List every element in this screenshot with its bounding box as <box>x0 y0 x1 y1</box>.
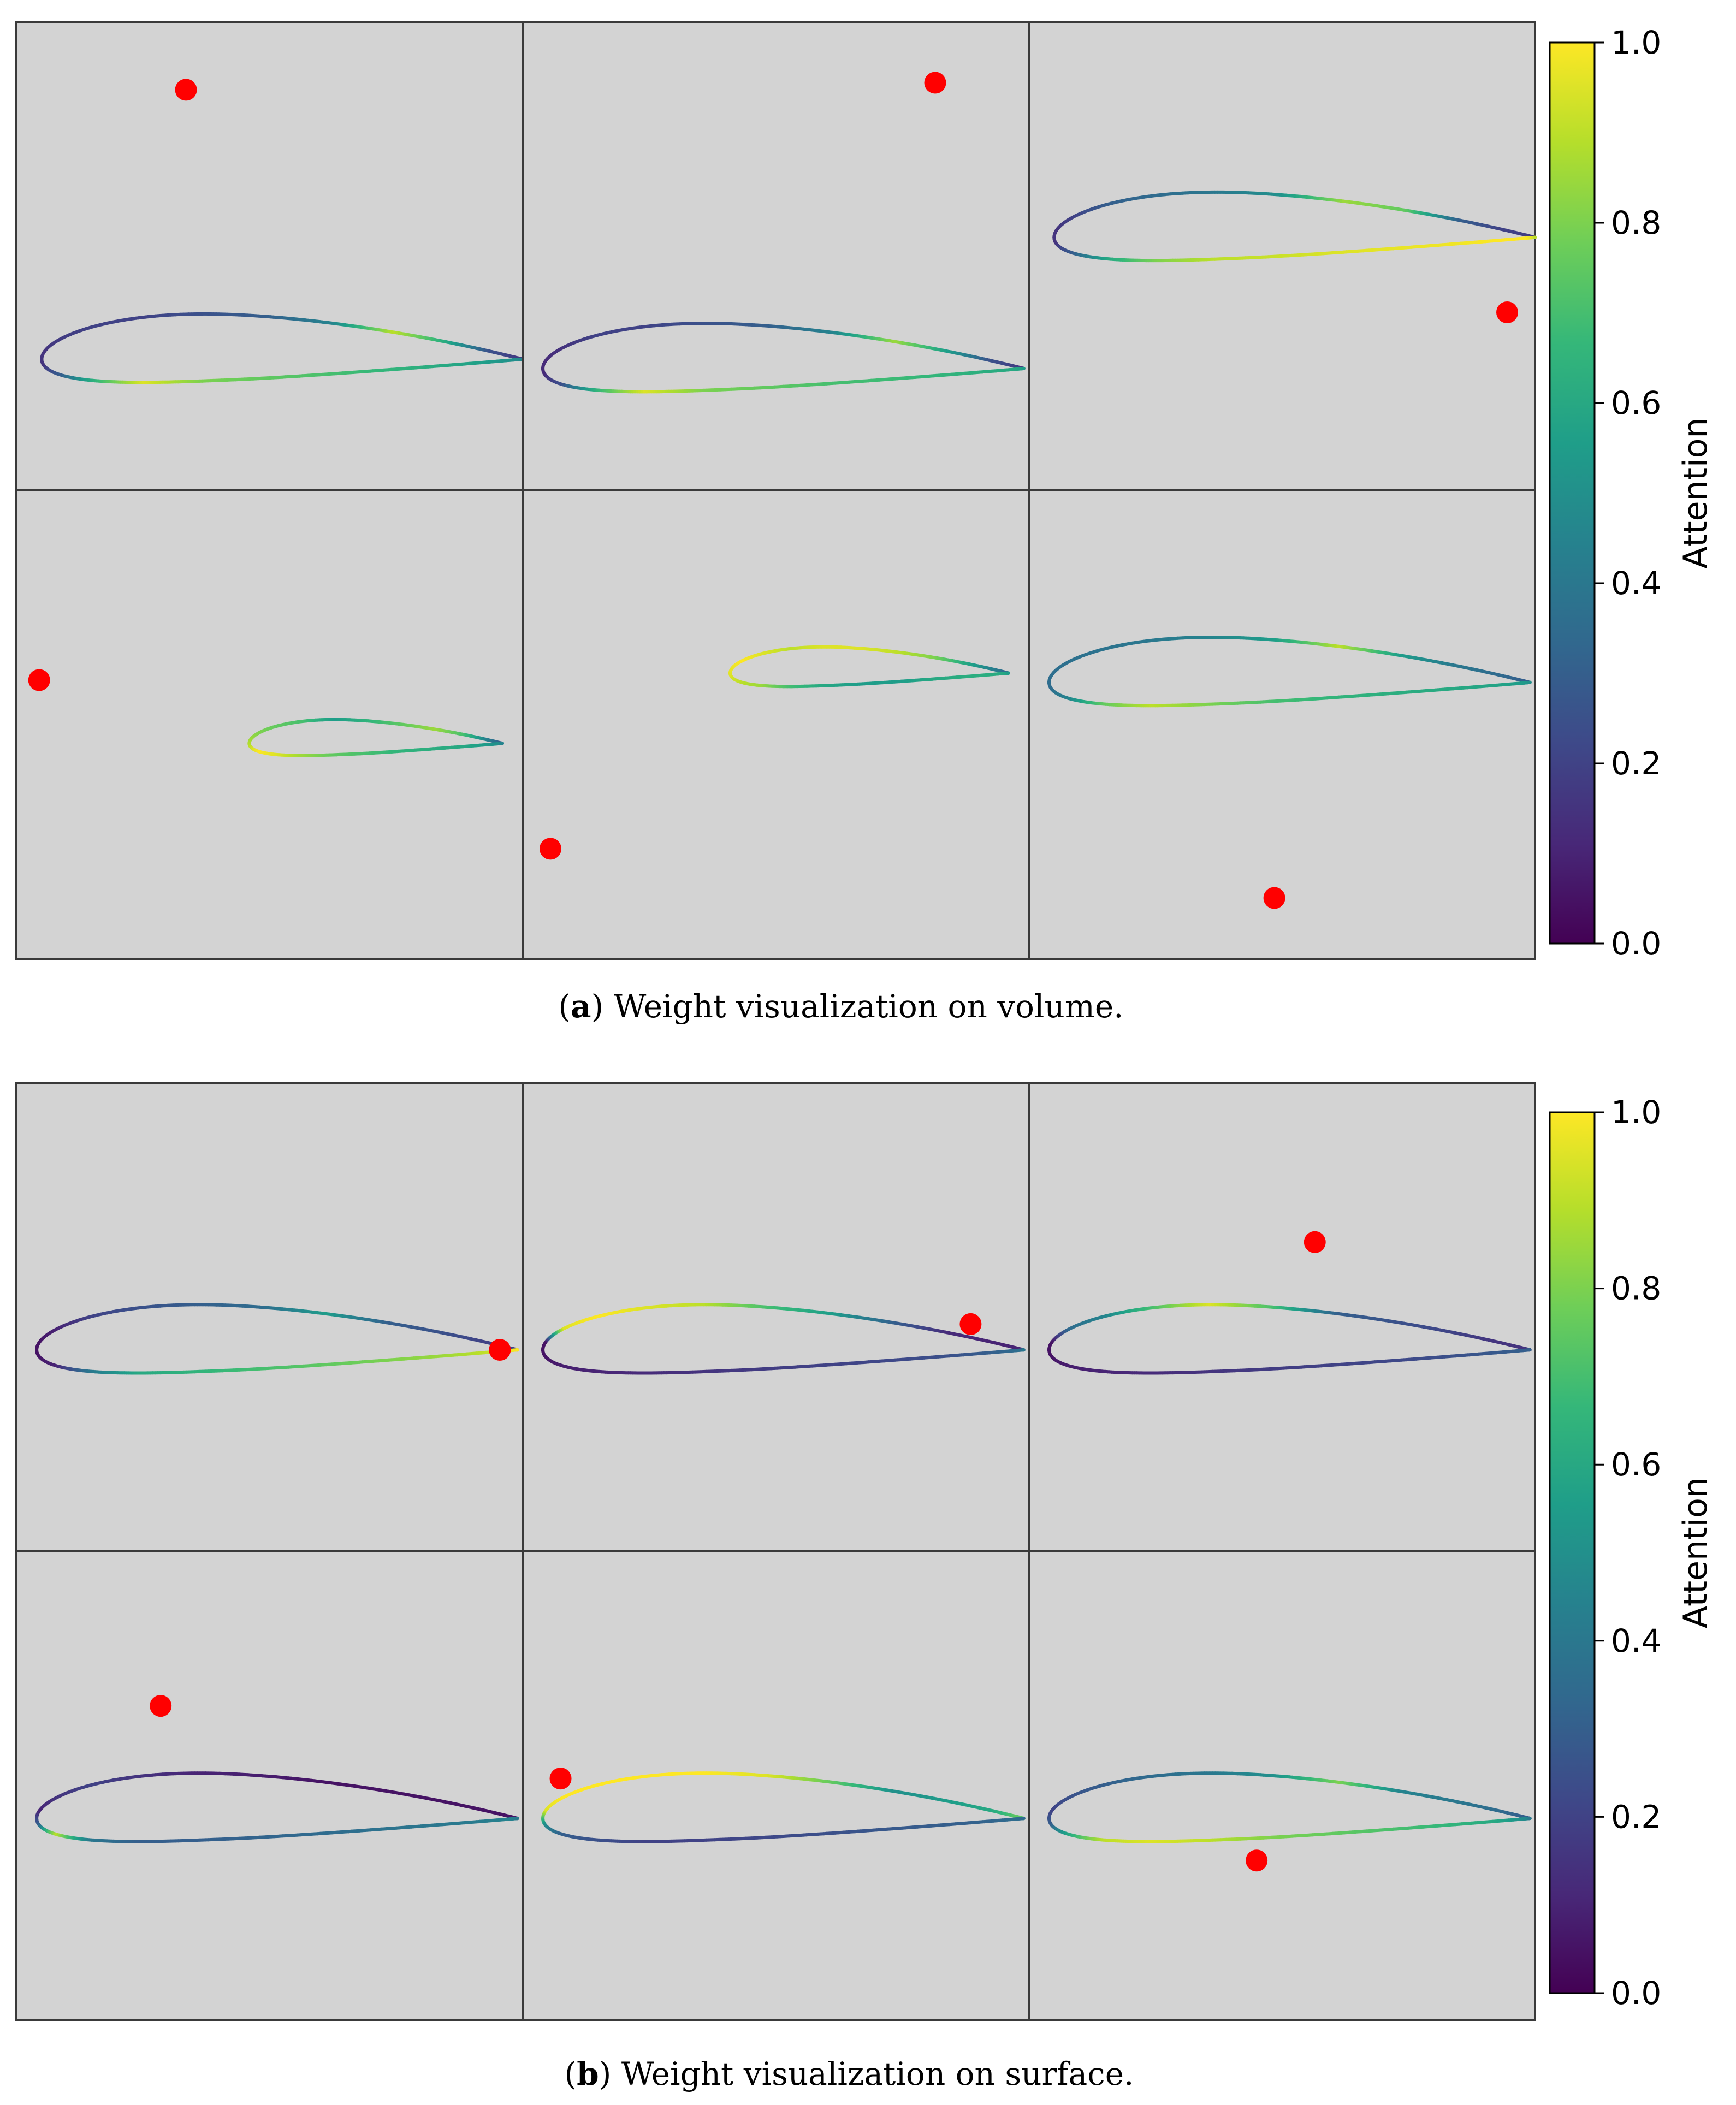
query-point-marker <box>1263 887 1285 909</box>
colorbar-gradient <box>1549 41 1596 945</box>
airfoil-curve <box>40 312 524 384</box>
panel-a: 0.0 0.2 0.4 0.6 0.8 1.0 Attention <box>15 21 1715 962</box>
airfoil-curve <box>541 322 1026 394</box>
subplot-a5 <box>522 489 1030 960</box>
colorbar-tick-label: 0.0 <box>1611 925 1661 962</box>
subplot-background <box>522 489 1030 960</box>
subplot-background <box>15 489 524 960</box>
query-point-marker <box>28 669 50 691</box>
query-point-marker <box>959 1313 982 1335</box>
subplot-background <box>1028 489 1536 960</box>
subplot-background <box>522 21 1030 491</box>
colorbar-label: Attention <box>1676 418 1715 569</box>
subplot-b1 <box>15 1082 524 1552</box>
colorbar-tick-label: 0.4 <box>1611 565 1661 602</box>
colorbar: 0.0 0.2 0.4 0.6 0.8 1.0 Attention <box>1549 24 1715 962</box>
query-point-marker <box>539 838 561 860</box>
subplot-a6 <box>1028 489 1536 960</box>
subplot-a1 <box>15 21 524 491</box>
subplot-background <box>15 21 524 491</box>
airfoil-curve <box>728 645 1010 689</box>
query-point-marker <box>1304 1231 1326 1253</box>
airfoil-curve <box>1052 190 1537 263</box>
airfoil-curve <box>1047 636 1532 708</box>
subplot-b4 <box>15 1550 524 2021</box>
airfoil-curve <box>247 718 504 757</box>
subplot-a4 <box>15 489 524 960</box>
subplot-b2 <box>522 1082 1030 1552</box>
query-point-marker <box>175 79 197 101</box>
subplot-b3 <box>1028 1082 1536 1552</box>
colorbar-tick-label: 1.0 <box>1611 24 1661 61</box>
subplot-a2 <box>522 21 1030 491</box>
query-point-marker <box>489 1339 511 1361</box>
query-point-marker <box>1496 301 1519 323</box>
subplot-a3 <box>1028 21 1537 491</box>
colorbar-tick-label: 0.2 <box>1611 745 1661 782</box>
colorbar-tick-label: 0.6 <box>1611 384 1661 422</box>
colorbar-tick-label: 0.8 <box>1611 204 1661 241</box>
query-point-marker <box>924 72 946 94</box>
